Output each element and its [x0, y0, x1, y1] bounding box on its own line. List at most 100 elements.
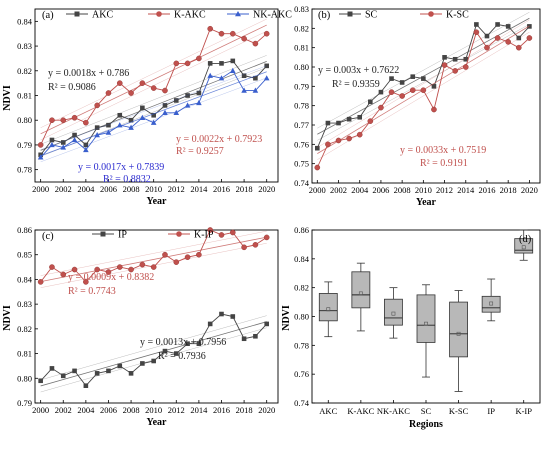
- data-point: [495, 22, 500, 27]
- x-tick-label: 2014: [457, 185, 475, 195]
- x-tick-label: 2006: [100, 184, 117, 194]
- data-point: [388, 89, 395, 95]
- x-tick-label: 2002: [55, 405, 72, 415]
- box-iqr: [416, 294, 436, 343]
- trend-band-upper: [40, 315, 267, 381]
- y-tick-label: 0.78: [294, 101, 309, 111]
- x-tick-label: 2016: [213, 184, 230, 194]
- data-point: [128, 117, 134, 123]
- data-point: [150, 264, 157, 270]
- x-tick-label: 2014: [190, 184, 208, 194]
- data-point: [71, 266, 78, 273]
- data-point: [252, 87, 259, 93]
- y-tick-label: 0.80: [294, 312, 309, 322]
- data-point: [230, 314, 236, 319]
- x-tick-label: 2018: [236, 405, 253, 415]
- data-point: [368, 99, 373, 105]
- data-point: [410, 74, 416, 79]
- y-tick-label: 0.84: [294, 254, 310, 264]
- data-point: [229, 229, 236, 236]
- data-point: [325, 141, 331, 148]
- x-tick-label: 2008: [123, 405, 140, 415]
- y-tick-label: 0.81: [17, 91, 32, 101]
- data-point: [106, 368, 111, 374]
- box-iqr: [351, 271, 371, 309]
- data-point: [484, 33, 490, 39]
- y-tick-label: 0.82: [17, 66, 32, 76]
- box-mean: [358, 291, 363, 296]
- x-tick-label: 2012: [168, 184, 185, 194]
- y-tick-label: 0.74: [294, 178, 310, 188]
- box-iqr: [449, 301, 468, 358]
- x-tick-label: K-SC: [449, 406, 469, 416]
- data-point: [315, 145, 320, 151]
- box-iqr: [481, 295, 501, 313]
- x-tick-label: 2004: [351, 185, 369, 195]
- series-ip: IP y = 0.0013x + 0.7956 R² = 0.7936: [38, 230, 269, 393]
- data-point: [441, 62, 448, 68]
- data-point: [139, 114, 146, 120]
- x-tick-label: 2006: [372, 185, 389, 195]
- data-point: [151, 358, 156, 364]
- data-point: [431, 106, 437, 113]
- y-tick-label: 0.81: [294, 43, 309, 53]
- box-mean: [456, 331, 461, 336]
- x-tick-label: 2020: [521, 185, 538, 195]
- data-point: [162, 87, 168, 94]
- y-tick-label: 0.78: [17, 165, 32, 175]
- data-point: [139, 261, 146, 268]
- data-point: [442, 55, 447, 60]
- data-point: [473, 29, 480, 36]
- data-point: [173, 259, 180, 265]
- legend-label: IP: [118, 230, 127, 241]
- data-point: [105, 269, 112, 275]
- trend-equation: y = 0.0017x + 0.7839: [78, 162, 164, 173]
- y-tick-label: 0.79: [294, 81, 309, 91]
- box-mean: [391, 311, 396, 316]
- data-point: [196, 251, 202, 258]
- data-point: [94, 125, 100, 130]
- box-k-sc: K-SC: [449, 290, 469, 416]
- y-axis-label: NDVI: [2, 305, 13, 331]
- data-point: [173, 351, 179, 356]
- data-point: [218, 232, 225, 238]
- panel-d: 0.74 0.76 0.78 0.80 0.82 0.84 0.86 AKC K-AKC NK-A…: [281, 225, 541, 430]
- data-point: [263, 75, 270, 81]
- data-point: [253, 333, 258, 339]
- data-point: [71, 114, 78, 121]
- plot-frame: [311, 8, 541, 184]
- x-tick-label: 2012: [436, 185, 453, 195]
- data-point: [526, 35, 533, 41]
- panel-label: (a): [42, 10, 54, 21]
- data-point: [241, 336, 247, 342]
- data-point: [106, 122, 111, 128]
- data-point: [60, 140, 66, 145]
- x-axis-label: Year: [147, 196, 168, 207]
- data-point: [463, 56, 469, 62]
- trend-band-upper: [40, 230, 267, 276]
- data-point: [185, 341, 190, 346]
- y-tick-label: 0.80: [294, 62, 309, 72]
- panel-a: 0.78 0.79 0.80 0.81 0.82 0.83 0.84 2000 2002 2004…: [2, 8, 292, 207]
- data-point: [117, 363, 123, 369]
- data-point: [474, 22, 479, 27]
- series-k-ip: K-IP y = 0.0009x + 0.8382 R² = 0.7743: [37, 227, 270, 297]
- trend-line: [40, 321, 267, 387]
- data-point: [128, 90, 134, 96]
- data-point: [49, 117, 55, 124]
- data-point: [72, 132, 77, 138]
- data-point: [116, 122, 123, 128]
- data-point: [162, 103, 168, 108]
- legend-marker: [428, 11, 434, 17]
- data-point: [140, 361, 145, 366]
- data-point: [230, 58, 236, 64]
- x-tick-label: 2010: [415, 185, 432, 195]
- data-point: [399, 93, 405, 99]
- data-point: [378, 89, 384, 95]
- trend-r2: R² = 0.9086: [48, 82, 96, 93]
- data-point: [94, 102, 100, 109]
- data-point: [150, 85, 157, 91]
- box-mean: [489, 301, 494, 306]
